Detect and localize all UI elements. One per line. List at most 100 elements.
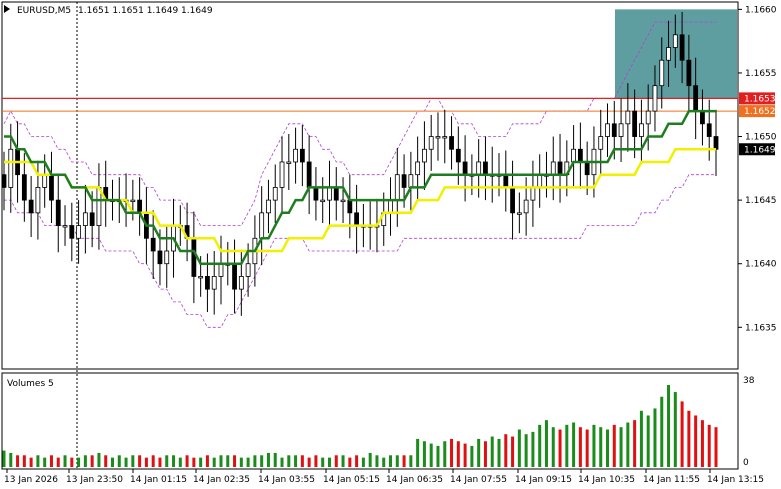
volume-bar bbox=[565, 424, 569, 467]
ohlc-label: 1.1651 1.1651 1.1649 1.1649 bbox=[78, 6, 213, 16]
volume-bar bbox=[226, 455, 230, 467]
volume-bar bbox=[9, 452, 13, 467]
candle-body bbox=[211, 276, 217, 290]
volume-bar bbox=[511, 436, 515, 467]
candle-body bbox=[516, 212, 522, 215]
candle-body bbox=[69, 225, 75, 239]
x-tick-label: 14 Jan 11:55 bbox=[643, 475, 700, 485]
current-price-tag-box bbox=[739, 105, 775, 118]
volume-bar bbox=[707, 424, 711, 467]
candle-body bbox=[652, 85, 658, 112]
volume-bar bbox=[382, 457, 386, 467]
candle-body bbox=[625, 110, 631, 125]
volume-bar bbox=[409, 455, 413, 467]
candle-body bbox=[150, 237, 156, 252]
volume-bar bbox=[422, 441, 426, 467]
volume-bar bbox=[205, 455, 209, 467]
volume-bar bbox=[660, 396, 664, 467]
volume-bar bbox=[83, 455, 87, 467]
candle-body bbox=[618, 123, 624, 137]
volume-bar bbox=[2, 450, 6, 467]
volume-bar bbox=[592, 424, 596, 467]
volume-bar bbox=[341, 455, 345, 467]
x-tick-label: 13 Jan 23:50 bbox=[66, 475, 123, 485]
volume-bar bbox=[633, 420, 637, 467]
volume-bar bbox=[144, 457, 148, 467]
x-tick-label: 14 Jan 09:15 bbox=[515, 475, 572, 485]
y-tick-label: 1.1640 bbox=[745, 260, 777, 270]
candle-body bbox=[408, 174, 414, 188]
volume-bar bbox=[77, 457, 81, 467]
candle-body bbox=[164, 250, 170, 265]
volume-bar bbox=[463, 443, 467, 467]
x-tick-label: 14 Jan 03:55 bbox=[258, 475, 315, 485]
candle-body bbox=[191, 237, 197, 277]
volume-bar bbox=[348, 457, 352, 467]
volume-bar bbox=[694, 415, 698, 467]
x-tick-label: 14 Jan 01:15 bbox=[130, 475, 187, 485]
lower-band-line bbox=[4, 174, 716, 328]
volume-bar bbox=[599, 427, 603, 467]
fast-ma-line bbox=[4, 109, 716, 265]
volume-bar bbox=[531, 431, 535, 467]
last-price-tag-box bbox=[739, 143, 775, 156]
volume-bar bbox=[70, 457, 74, 467]
candle-body bbox=[706, 123, 712, 137]
volume-zero-label: 0 bbox=[743, 458, 749, 468]
volume-bar bbox=[192, 457, 196, 467]
candle-body bbox=[442, 136, 448, 139]
candle-body bbox=[76, 225, 81, 239]
x-tick-label: 14 Jan 05:15 bbox=[323, 475, 380, 485]
candle-body bbox=[198, 276, 204, 279]
candle-body bbox=[28, 199, 34, 214]
y-tick-label: 1.1655 bbox=[745, 69, 777, 79]
x-tick-label: 14 Jan 10:35 bbox=[578, 475, 635, 485]
candle-body bbox=[428, 136, 434, 150]
x-tick-label: 14 Jan 13:15 bbox=[707, 475, 764, 485]
volume-bar bbox=[680, 401, 684, 467]
candle-body bbox=[286, 161, 292, 164]
volume-bar bbox=[361, 457, 365, 467]
volume-bar bbox=[626, 422, 630, 467]
play-icon bbox=[4, 5, 10, 13]
symbol-label: EURUSD,M5 bbox=[17, 6, 71, 16]
moving-averages bbox=[4, 109, 716, 265]
volume-title: Volumes 5 bbox=[7, 379, 54, 389]
volume-bar bbox=[124, 457, 128, 467]
candle-body bbox=[679, 34, 685, 61]
volume-bar bbox=[138, 455, 142, 467]
candle-body bbox=[415, 161, 421, 176]
candle-body bbox=[503, 174, 509, 188]
volume-bar bbox=[273, 452, 277, 467]
volume-bar bbox=[63, 455, 67, 467]
candle-body bbox=[455, 148, 461, 163]
volume-bar bbox=[178, 457, 182, 467]
y-tick-label: 1.1635 bbox=[745, 323, 777, 333]
volume-bar bbox=[646, 415, 650, 467]
volume-bar bbox=[619, 427, 623, 467]
candle-body bbox=[510, 187, 515, 214]
volume-bar bbox=[368, 452, 372, 467]
candle-body bbox=[530, 187, 536, 201]
volume-bar bbox=[714, 427, 718, 467]
candle-body bbox=[320, 199, 326, 203]
volume-bar bbox=[497, 438, 501, 467]
price-tags: 1.1653 1.1652 1.1649 bbox=[739, 92, 776, 156]
candle-body bbox=[666, 47, 671, 61]
candle-body bbox=[82, 212, 88, 226]
volume-bar bbox=[375, 455, 379, 467]
candle-body bbox=[401, 174, 407, 188]
volume-bar bbox=[307, 457, 311, 467]
volume-bar bbox=[110, 457, 114, 467]
candle-body bbox=[476, 161, 482, 176]
candle-body bbox=[62, 225, 68, 228]
x-tick-label: 14 Jan 02:35 bbox=[193, 475, 250, 485]
volume-bar bbox=[199, 457, 203, 467]
resistance-price-tag-box bbox=[739, 92, 775, 105]
volume-bar bbox=[16, 455, 20, 467]
volume-bar bbox=[687, 410, 691, 467]
candle-body bbox=[293, 148, 298, 163]
volume-bar bbox=[477, 438, 481, 467]
candle-body bbox=[347, 199, 353, 214]
